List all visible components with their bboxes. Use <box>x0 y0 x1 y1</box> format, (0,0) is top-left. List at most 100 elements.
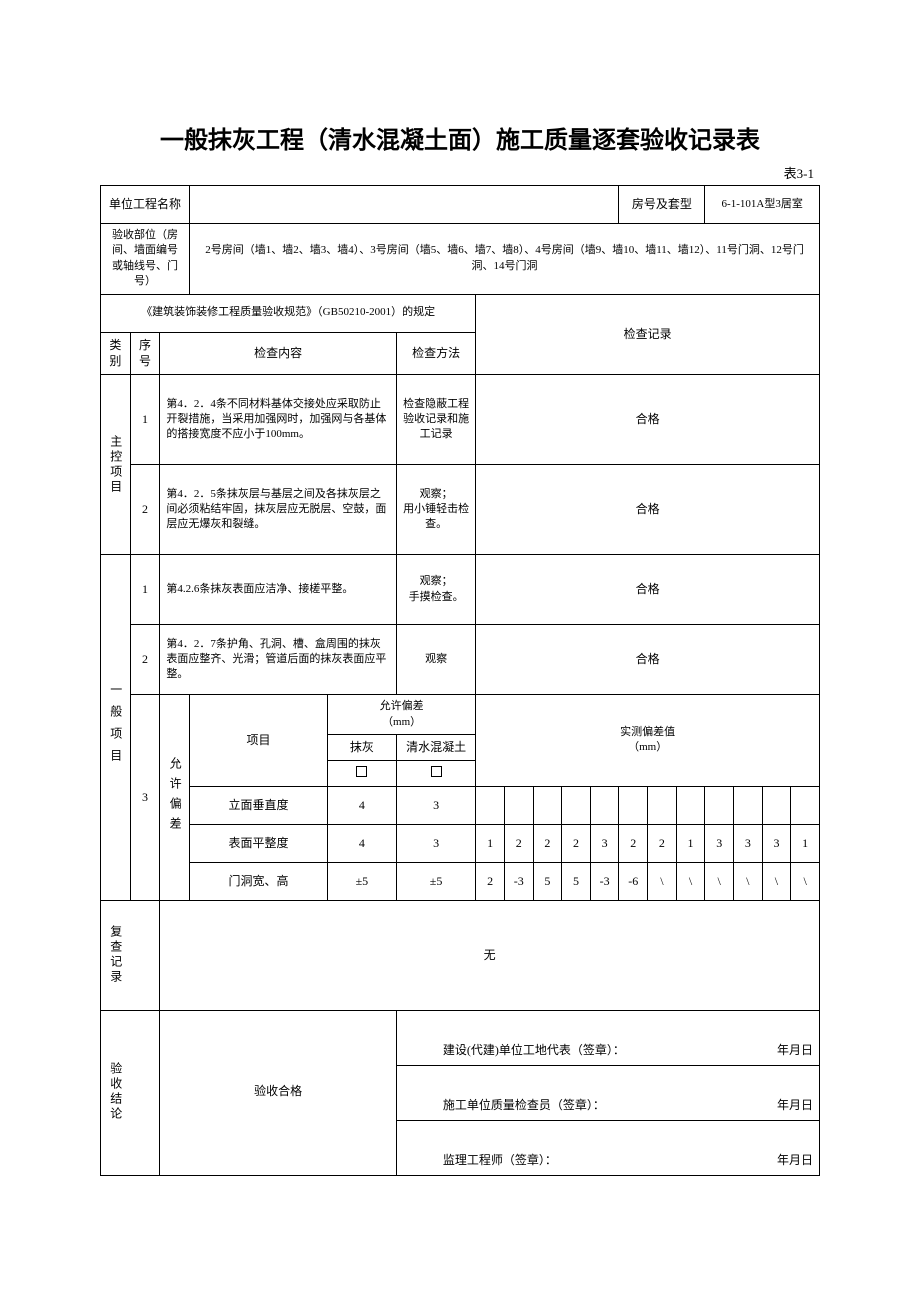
tol-row-0: 立面垂直度 4 3 <box>101 786 820 824</box>
tol-cell: ±5 <box>327 862 396 900</box>
sig2-cell: 年月日 施工单位质量检查员（签章）： <box>396 1065 819 1120</box>
tol-val <box>734 786 763 824</box>
tol-val: 3 <box>590 824 619 862</box>
page-title: 一般抹灰工程（清水混凝土面）施工质量逐套验收记录表 <box>100 120 820 155</box>
part-value: 2号房间（墙1、墙2、墙3、墙4）、3号房间（墙5、墙6、墙7、墙8）、4号房间… <box>190 224 820 295</box>
inspection-form: 单位工程名称 房号及套型 6-1-101A型3居室 验收部位（房间、墙面编号或轴… <box>100 185 820 1176</box>
conclusion-label: 验收结论 <box>101 1010 160 1175</box>
checkbox-mh[interactable] <box>327 760 396 786</box>
tol-val: 2 <box>648 824 677 862</box>
tol-row-name: 门洞宽、高 <box>190 862 328 900</box>
tol-val <box>504 786 533 824</box>
room-type-label: 房号及套型 <box>619 186 705 224</box>
tol-val: \ <box>676 862 705 900</box>
tol-label: 允许偏差 <box>160 695 190 900</box>
gen-2-content: 第4．2．7条护角、孔洞、槽、盒周围的抹灰表面应整齐、光滑；管道后面的抹灰表面应… <box>160 625 396 695</box>
tol-val: -3 <box>590 862 619 900</box>
cat-main: 主控项目 <box>101 375 131 555</box>
room-type-value: 6-1-101A型3居室 <box>705 186 820 224</box>
tol-val <box>762 786 791 824</box>
tol-val: 1 <box>791 824 820 862</box>
tol-val: 3 <box>734 824 763 862</box>
conclusion-result: 验收合格 <box>160 1010 396 1175</box>
tol-val: 1 <box>676 824 705 862</box>
checkbox-qs[interactable] <box>396 760 476 786</box>
tol-row-name: 立面垂直度 <box>190 786 328 824</box>
tol-cell: 4 <box>327 824 396 862</box>
tol-val <box>676 786 705 824</box>
col-cat: 类别 <box>101 332 131 375</box>
tol-row-name: 表面平整度 <box>190 824 328 862</box>
tol-val: 2 <box>619 824 648 862</box>
sig2-label: 施工单位质量检查员（签章）： <box>403 1098 605 1112</box>
tol-val: 2 <box>533 824 562 862</box>
tol-col-qs: 清水混凝土 <box>396 734 476 760</box>
main-2-method: 观察； 用小锤轻击检查。 <box>396 465 476 555</box>
main-1-result: 合格 <box>476 375 820 465</box>
sig1-label: 建设(代建)单位工地代表（签章）： <box>403 1043 625 1057</box>
tol-col-mh: 抹灰 <box>327 734 396 760</box>
col-no: 序号 <box>130 332 160 375</box>
tol-val: 5 <box>562 862 591 900</box>
gen-1-result: 合格 <box>476 555 820 625</box>
tol-allow-label: 允许偏差 （mm） <box>327 695 475 735</box>
tol-val: \ <box>762 862 791 900</box>
sig3-cell: 年月日 监理工程师（签章）： <box>396 1120 819 1175</box>
tol-val: 1 <box>476 824 505 862</box>
part-label: 验收部位（房间、墙面编号或轴线号、门号） <box>101 224 190 295</box>
main-1-no: 1 <box>130 375 160 465</box>
main-1-content: 第4．2．4条不同材料基体交接处应采取防止开裂措施，当采用加强网时，加强网与各基… <box>160 375 396 465</box>
table-number: 表3-1 <box>100 163 820 182</box>
main-2-content: 第4．2．5条抹灰层与基层之间及各抹灰层之间必须粘结牢固，抹灰层应无脱层、空鼓，… <box>160 465 396 555</box>
tol-val: -6 <box>619 862 648 900</box>
record-label: 检查记录 <box>476 294 820 375</box>
main-1-method: 检查隐蔽工程验收记录和施工记录 <box>396 375 476 465</box>
tol-val: 3 <box>762 824 791 862</box>
tol-val <box>533 786 562 824</box>
tol-val: -3 <box>504 862 533 900</box>
col-method: 检查方法 <box>396 332 476 375</box>
col-content: 检查内容 <box>160 332 396 375</box>
recheck-value: 无 <box>160 900 820 1010</box>
gen-1-method: 观察； 手摸检查。 <box>396 555 476 625</box>
tol-val: \ <box>791 862 820 900</box>
tol-val: \ <box>648 862 677 900</box>
tol-proj-col: 项目 <box>190 695 328 786</box>
gen-2-method: 观察 <box>396 625 476 695</box>
sig3-label: 监理工程师（签章）： <box>403 1153 557 1167</box>
gen-1-no: 1 <box>130 555 160 625</box>
tol-no: 3 <box>130 695 160 900</box>
main-2-result: 合格 <box>476 465 820 555</box>
sig1-date: 年月日 <box>777 1042 813 1059</box>
tol-val: 2 <box>562 824 591 862</box>
tol-row-1: 表面平整度 4 3 1 2 2 2 3 2 2 1 3 3 3 1 <box>101 824 820 862</box>
tol-val: 3 <box>705 824 734 862</box>
tol-val: 5 <box>533 862 562 900</box>
tol-val <box>791 786 820 824</box>
tol-measured-label: 实测偏差值 （mm） <box>476 695 820 786</box>
gen-1-content: 第4.2.6条抹灰表面应洁净、接槎平整。 <box>160 555 396 625</box>
tol-val: 2 <box>504 824 533 862</box>
tol-val <box>705 786 734 824</box>
tol-cell: ±5 <box>396 862 476 900</box>
recheck-label: 复查记录 <box>101 900 160 1010</box>
tol-val <box>619 786 648 824</box>
tol-cell: 4 <box>327 786 396 824</box>
sig3-date: 年月日 <box>777 1152 813 1169</box>
gen-2-no: 2 <box>130 625 160 695</box>
sig2-date: 年月日 <box>777 1097 813 1114</box>
main-2-no: 2 <box>130 465 160 555</box>
tol-val <box>562 786 591 824</box>
tol-cell: 3 <box>396 786 476 824</box>
tol-val: 2 <box>476 862 505 900</box>
cat-general: 一般项目 <box>101 555 131 900</box>
tol-val: \ <box>734 862 763 900</box>
gen-2-result: 合格 <box>476 625 820 695</box>
tol-cell: 3 <box>396 824 476 862</box>
tol-row-2: 门洞宽、高 ±5 ±5 2 -3 5 5 -3 -6 \ \ \ \ \ \ <box>101 862 820 900</box>
spec-label: 《建筑装饰装修工程质量验收规范》（GB50210-2001）的规定 <box>101 294 476 332</box>
tol-val <box>590 786 619 824</box>
tol-val <box>476 786 505 824</box>
tol-val <box>648 786 677 824</box>
sig1-cell: 年月日 建设(代建)单位工地代表（签章）： <box>396 1010 819 1065</box>
